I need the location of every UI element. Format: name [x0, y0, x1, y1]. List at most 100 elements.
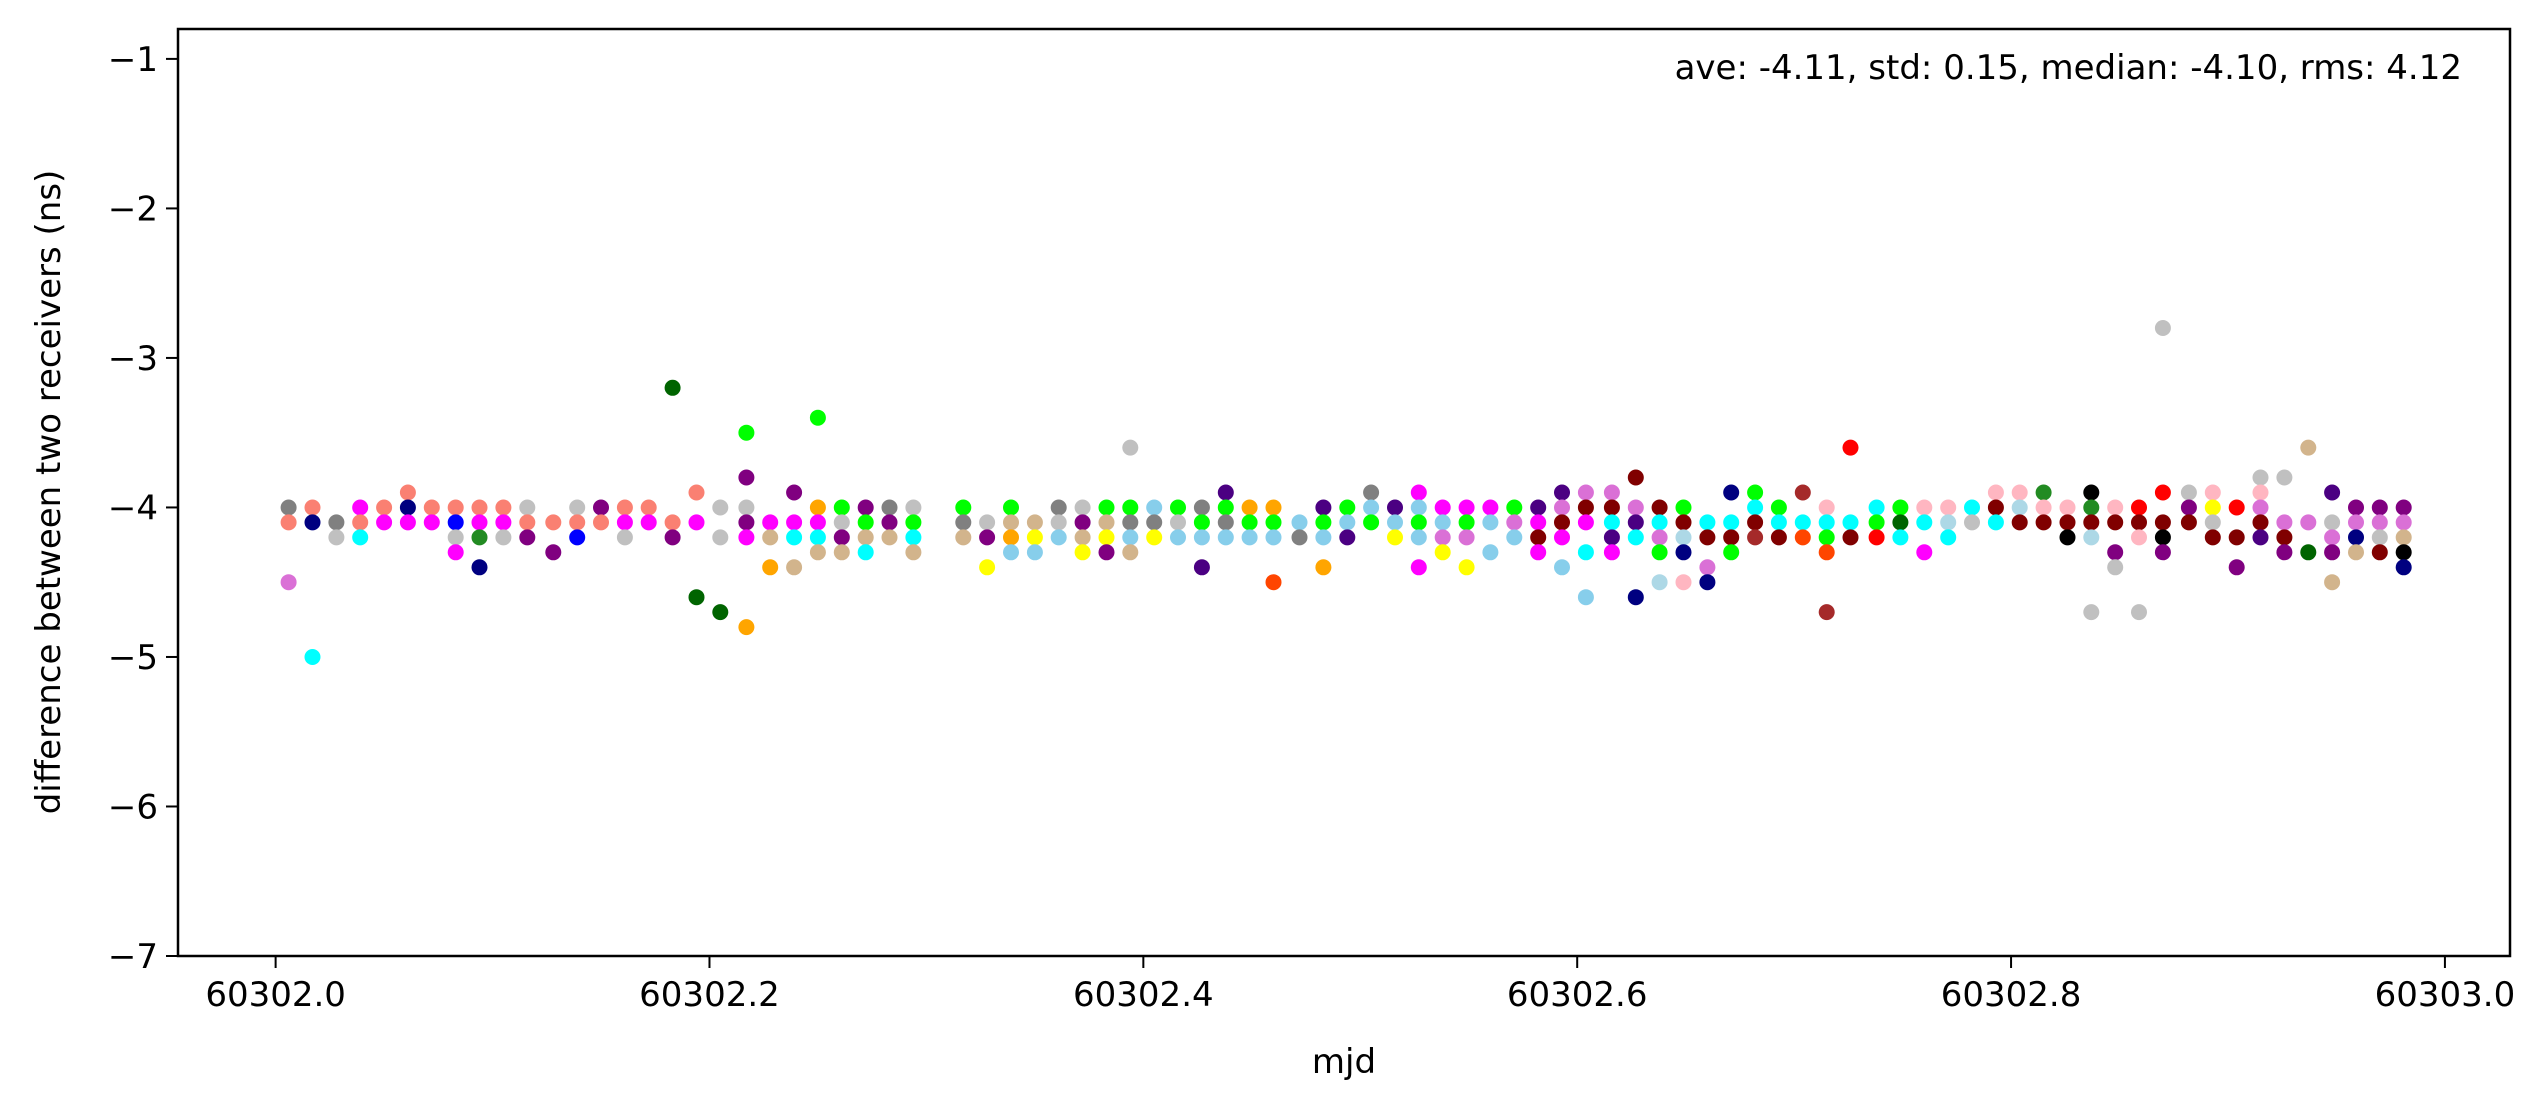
data-point [1315, 529, 1332, 546]
data-point [2083, 514, 2100, 531]
data-point [1410, 484, 1427, 501]
data-point [1603, 544, 1620, 561]
data-point [1627, 589, 1644, 606]
data-point [495, 514, 512, 531]
data-point [664, 529, 681, 546]
data-point [762, 529, 779, 546]
data-point [809, 514, 826, 531]
data-point [1003, 529, 1019, 546]
data-point [2035, 499, 2052, 516]
data-point [1651, 529, 1668, 546]
data-point [762, 514, 779, 531]
data-point [1003, 499, 1019, 516]
data-point [1122, 529, 1139, 546]
data-point [1098, 544, 1115, 561]
data-point [1170, 529, 1186, 546]
data-point [1265, 514, 1282, 531]
data-point [2083, 499, 2100, 516]
data-point [1699, 529, 1716, 546]
data-point [1675, 529, 1692, 546]
data-point [1818, 514, 1835, 531]
data-point [2395, 559, 2412, 576]
data-point [471, 499, 488, 516]
data-point [2276, 544, 2293, 561]
data-point [738, 619, 755, 636]
data-point [1987, 514, 2004, 531]
data-point [640, 499, 657, 516]
data-point [2154, 544, 2171, 561]
data-point [1627, 514, 1644, 531]
data-point [1315, 499, 1332, 516]
data-point [2131, 514, 2147, 531]
data-point [1098, 514, 1115, 531]
data-point [545, 544, 562, 561]
data-point [1241, 529, 1258, 546]
data-point [376, 499, 393, 516]
data-point [979, 529, 996, 546]
data-point [1747, 514, 1764, 531]
x-axis-label: mjd [1312, 1042, 1376, 1082]
data-point [1603, 499, 1620, 516]
data-point [423, 514, 440, 531]
data-point [280, 574, 297, 591]
data-point [2059, 529, 2076, 546]
data-point [2228, 499, 2245, 516]
data-point [304, 514, 321, 531]
data-point [2083, 604, 2100, 621]
data-point [857, 529, 874, 546]
data-point [1651, 499, 1668, 516]
data-point [1265, 529, 1282, 546]
data-point [2204, 499, 2221, 516]
data-point [2154, 320, 2171, 336]
data-point [2252, 529, 2269, 546]
data-point [1577, 589, 1594, 606]
data-point [1193, 499, 1210, 516]
data-point [1530, 499, 1547, 516]
data-point [1193, 514, 1210, 531]
data-point [352, 499, 369, 516]
data-point [2204, 484, 2221, 501]
data-point [1122, 544, 1139, 561]
data-point [2371, 499, 2388, 516]
data-point [2011, 514, 2028, 531]
data-point [809, 409, 826, 426]
data-point [1818, 499, 1835, 516]
data-point [1217, 499, 1234, 516]
data-point [447, 499, 464, 516]
data-point [738, 469, 755, 486]
y-tick-label: −5 [108, 638, 158, 678]
data-point [857, 514, 874, 531]
data-point [1940, 529, 1957, 546]
data-point [2324, 514, 2341, 531]
data-point [1675, 514, 1692, 531]
data-point [1603, 514, 1620, 531]
data-point [1794, 529, 1811, 546]
data-point [280, 499, 297, 516]
data-point [1554, 484, 1570, 501]
data-point [786, 484, 803, 501]
data-point [738, 514, 755, 531]
data-point [1818, 529, 1835, 546]
data-point [1074, 499, 1091, 516]
data-point [2154, 484, 2171, 501]
data-point [2300, 514, 2317, 531]
data-point [1747, 529, 1764, 546]
data-point [304, 499, 321, 516]
data-point [833, 499, 850, 516]
data-point [1964, 514, 1980, 531]
data-point [2154, 529, 2171, 546]
data-point [280, 514, 297, 531]
data-point [2180, 499, 2197, 516]
data-point [1074, 529, 1091, 546]
data-point [1627, 529, 1644, 546]
data-point [2059, 514, 2076, 531]
data-point [1003, 514, 1019, 531]
data-points [280, 320, 2412, 665]
data-point [1026, 544, 1043, 561]
data-point [1651, 544, 1668, 561]
data-point [1723, 514, 1740, 531]
data-point [2348, 544, 2364, 561]
data-point [1026, 514, 1043, 531]
data-point [471, 529, 488, 546]
data-point [1506, 514, 1523, 531]
